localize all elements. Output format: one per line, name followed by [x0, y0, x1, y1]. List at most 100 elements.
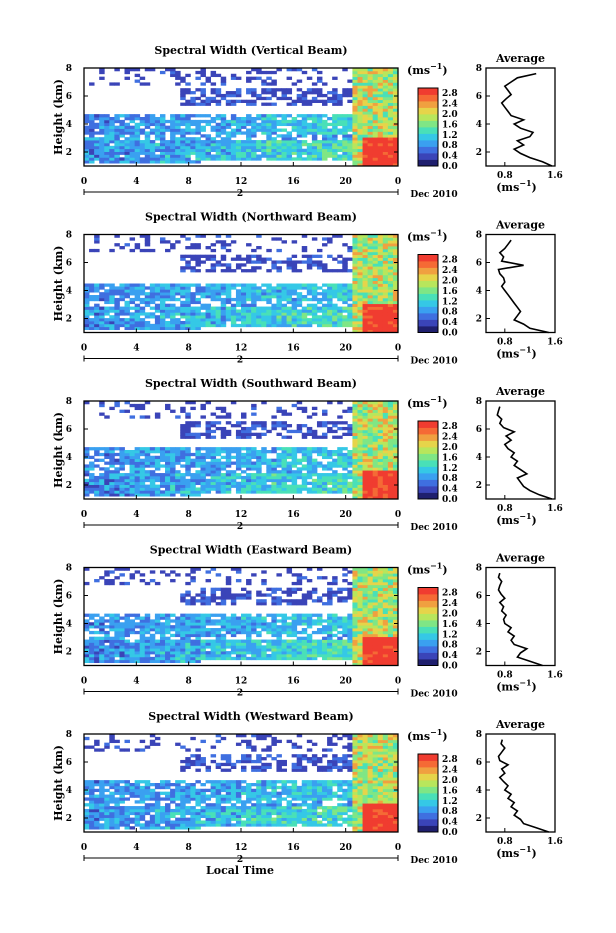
- heatmap-cell: [317, 157, 322, 160]
- heatmap-cell: [282, 157, 287, 160]
- average-xlabel-exp: −1: [519, 345, 531, 355]
- x-tick-label: 20: [339, 177, 352, 187]
- heatmap-cell: [125, 295, 130, 298]
- heatmap-cell: [373, 105, 378, 108]
- heatmap-cell: [352, 286, 357, 289]
- heatmap-cell: [130, 114, 135, 117]
- heatmap-cell: [332, 123, 337, 126]
- heatmap-cell: [185, 295, 190, 298]
- heatmap-cell: [135, 476, 140, 479]
- heatmap-cell: [378, 415, 383, 418]
- heatmap-cell: [332, 582, 337, 585]
- heatmap-cell: [276, 482, 281, 485]
- heatmap-cell: [292, 591, 297, 594]
- heatmap-cell: [256, 645, 261, 648]
- heatmap-cell: [119, 453, 124, 456]
- heatmap-cell: [378, 129, 383, 132]
- heatmap-cell: [190, 309, 195, 312]
- heatmap-cell: [307, 77, 312, 80]
- heatmap-cell: [175, 631, 180, 634]
- heatmap-cell: [236, 146, 241, 149]
- heatmap-cell: [175, 324, 180, 327]
- colorbar-tick-label: 0.0: [442, 495, 458, 505]
- heatmap-cell: [185, 467, 190, 470]
- heatmap-cell: [241, 490, 246, 493]
- heatmap-cell: [94, 137, 99, 140]
- colorbar-tick-label: 0.8: [442, 308, 458, 318]
- heatmap-cell: [383, 427, 388, 430]
- average-frame: [486, 235, 555, 333]
- heatmap-cell: [104, 324, 109, 327]
- heatmap-cell: [84, 614, 89, 617]
- heatmap-cell: [200, 407, 205, 410]
- heatmap-cell: [119, 298, 124, 301]
- heatmap-cell: [322, 131, 327, 134]
- heatmap-cell: [327, 143, 332, 146]
- heatmap-cell: [383, 85, 388, 88]
- heatmap-cell: [373, 272, 378, 275]
- heatmap-cell: [119, 157, 124, 160]
- heatmap-cell: [327, 637, 332, 640]
- heatmap-cell: [246, 88, 251, 91]
- heatmap-cell: [368, 80, 373, 83]
- heatmap-cell: [363, 467, 368, 470]
- heatmap-cell: [89, 473, 94, 476]
- heatmap-cell: [180, 614, 185, 617]
- heatmap-cell: [246, 430, 251, 433]
- x-tick-label: 0: [81, 510, 87, 520]
- heatmap-cell: [317, 651, 322, 654]
- heatmap-cell: [363, 137, 368, 140]
- heatmap-cell: [307, 637, 312, 640]
- heatmap-cell: [226, 131, 231, 134]
- heatmap-cell: [357, 490, 362, 493]
- heatmap-cell: [352, 651, 357, 654]
- heatmap-cell: [363, 459, 368, 462]
- heatmap-cell: [216, 131, 221, 134]
- heatmap-cell: [170, 134, 175, 137]
- heatmap-cell: [337, 588, 342, 591]
- heatmap-cell: [206, 430, 211, 433]
- colorbar-swatch: [418, 447, 438, 454]
- heatmap-cell: [357, 648, 362, 651]
- heatmap-cell: [231, 648, 236, 651]
- heatmap-cell: [206, 453, 211, 456]
- heatmap-cell: [119, 479, 124, 482]
- heatmap-cell: [226, 301, 231, 304]
- heatmap-cell: [195, 327, 200, 330]
- heatmap-cell: [195, 157, 200, 160]
- heatmap-cell: [94, 249, 99, 252]
- heatmap-cell: [378, 240, 383, 243]
- heatmap-cell: [170, 651, 175, 654]
- heatmap-cell: [190, 622, 195, 625]
- heatmap-cell: [114, 312, 119, 315]
- heatmap-cell: [190, 315, 195, 318]
- heatmap-cell: [104, 309, 109, 312]
- heatmap-cell: [251, 129, 256, 132]
- average-xlabel-close: ): [532, 348, 537, 361]
- heatmap-cell: [99, 137, 104, 140]
- heatmap-cell: [221, 77, 226, 80]
- heatmap-cell: [155, 284, 160, 287]
- heatmap-cell: [130, 648, 135, 651]
- heatmap-cell: [378, 94, 383, 97]
- heatmap-cell: [352, 645, 357, 648]
- heatmap-cell: [251, 249, 256, 252]
- colorbar-swatch: [418, 307, 438, 314]
- heatmap-cell: [226, 413, 231, 416]
- heatmap-cell: [221, 246, 226, 249]
- heatmap-cell: [352, 307, 357, 310]
- heatmap-cell: [342, 631, 347, 634]
- heatmap-cell: [114, 625, 119, 628]
- heatmap-cell: [216, 407, 221, 410]
- heatmap-cell: [109, 579, 114, 582]
- heatmap-cell: [388, 284, 393, 287]
- heatmap-cell: [357, 120, 362, 123]
- heatmap-cell: [180, 407, 185, 410]
- heatmap-cell: [378, 292, 383, 295]
- heatmap-cell: [200, 654, 205, 657]
- heatmap-cell: [357, 281, 362, 284]
- heatmap-cell: [327, 295, 332, 298]
- heatmap-cell: [125, 77, 130, 80]
- heatmap-cell: [119, 286, 124, 289]
- heatmap-cell: [368, 146, 373, 149]
